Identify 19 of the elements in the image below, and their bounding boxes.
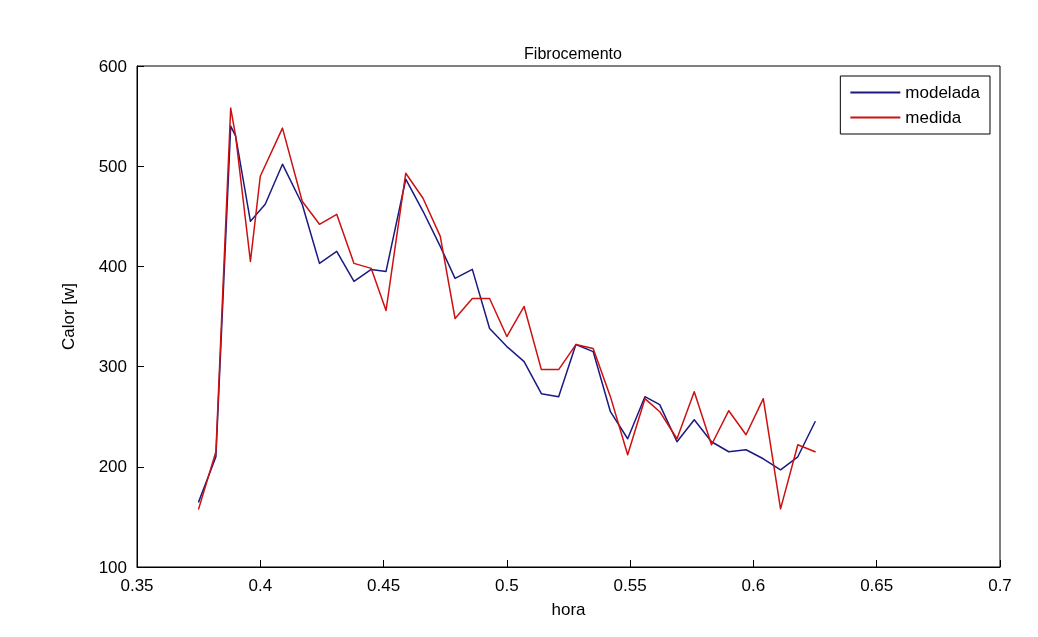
x-tick-label: 0.55 [613, 576, 647, 595]
x-tick-label: 0.65 [860, 576, 894, 595]
chart-title: Fibrocemento [524, 44, 623, 62]
y-axis-title: Calor [w] [59, 282, 78, 351]
y-tick-label: 400 [98, 256, 127, 276]
x-axis-title: hora [551, 600, 587, 619]
y-tick-label: 300 [98, 357, 127, 377]
x-tick-label: 0.4 [248, 576, 273, 595]
x-tick-label: 0.6 [741, 576, 766, 595]
x-tick-label: 0.7 [988, 576, 1012, 595]
y-tick-label: 200 [98, 457, 127, 477]
y-tick-label: 600 [98, 56, 127, 76]
legend-label: modelada [905, 83, 981, 102]
x-tick-label: 0.5 [495, 576, 519, 595]
x-tick-label: 0.45 [367, 576, 401, 595]
y-tick-label: 100 [98, 557, 127, 577]
y-tick-label: 500 [98, 156, 127, 176]
legend-label: medida [905, 108, 962, 127]
x-tick-label: 0.35 [120, 576, 154, 595]
